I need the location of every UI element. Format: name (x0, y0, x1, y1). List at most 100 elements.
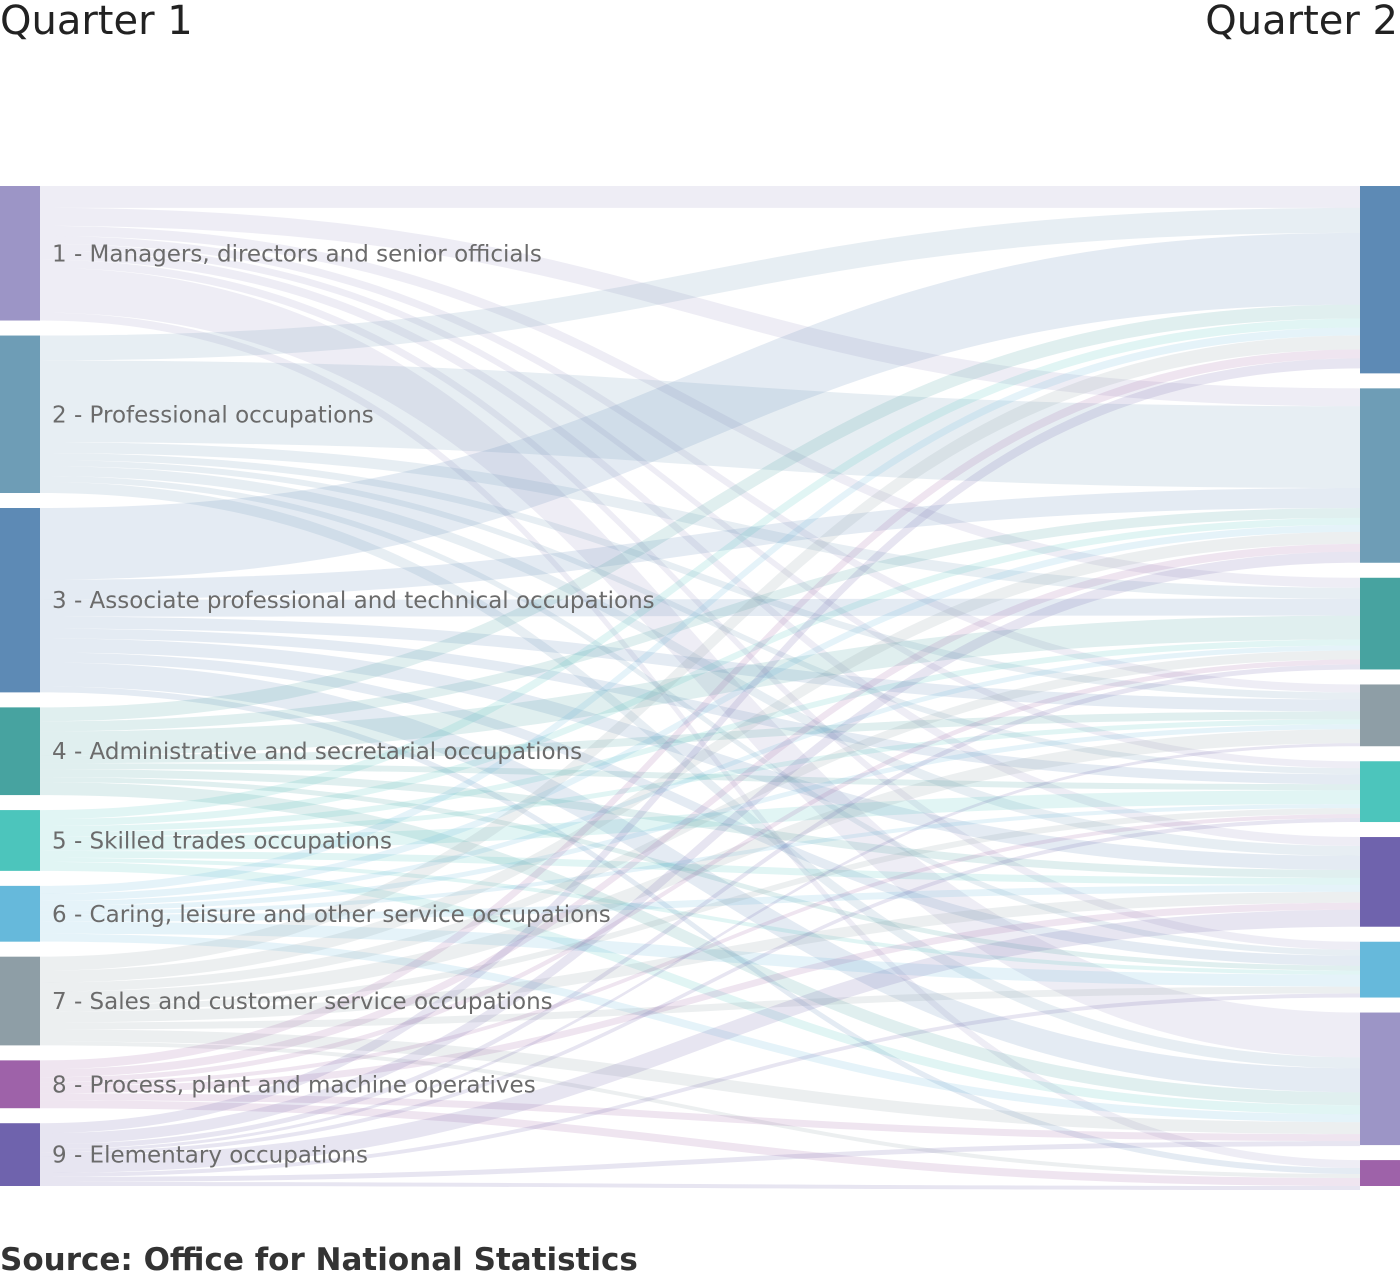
link-9-to-6[interactable] (40, 993, 1360, 1178)
link-5-to-9[interactable] (40, 850, 1360, 885)
links-layer (40, 186, 1360, 1190)
link-6-to-4[interactable] (40, 645, 1360, 906)
link-7-to-7[interactable] (40, 729, 1360, 1006)
link-4-to-4[interactable] (40, 615, 1360, 756)
link-2-to-2[interactable] (40, 360, 1360, 489)
target-node-6[interactable] (1360, 941, 1400, 998)
link-6-to-7[interactable] (40, 724, 1360, 911)
link-1-to-1[interactable] (40, 267, 1360, 1058)
link-2-to-6[interactable] (40, 476, 1360, 956)
link-9-to-4[interactable] (40, 664, 1360, 1150)
link-3-to-1[interactable] (40, 662, 1360, 1093)
link-9-to-2[interactable] (40, 551, 1360, 1145)
link-6-to-5[interactable] (40, 804, 1360, 915)
link-9-to-3[interactable] (40, 358, 1360, 1134)
link-7-to-5[interactable] (40, 808, 1360, 1012)
link-6-to-2[interactable] (40, 524, 1360, 901)
link-9-to-1[interactable] (40, 1141, 1360, 1183)
link-3-to-6[interactable] (40, 652, 1360, 966)
link-1-to-6[interactable] (40, 259, 1360, 950)
link-4-to-7[interactable] (40, 711, 1360, 764)
link-6-to-9[interactable] (40, 884, 1360, 922)
link-1-to-3[interactable] (40, 186, 1360, 208)
target-node-7[interactable] (1360, 684, 1400, 747)
link-2-to-7[interactable] (40, 453, 1360, 700)
source-node-label-2: 2 - Professional occupations (52, 402, 374, 428)
link-1-to-4[interactable] (40, 225, 1360, 588)
link-7-to-2[interactable] (40, 531, 1360, 983)
link-9-to-9[interactable] (40, 909, 1360, 1174)
link-3-to-5[interactable] (40, 628, 1360, 785)
link-4-to-6[interactable] (40, 777, 1360, 971)
link-2-to-3[interactable] (40, 207, 1360, 361)
source-node-4[interactable] (0, 707, 40, 796)
link-3-to-2[interactable] (40, 488, 1360, 600)
link-1-to-5[interactable] (40, 243, 1360, 769)
link-7-to-1[interactable] (40, 1029, 1360, 1135)
link-7-to-6[interactable] (40, 986, 1360, 1030)
link-3-to-9[interactable] (40, 638, 1360, 870)
link-8-to-3[interactable] (40, 349, 1360, 1070)
link-5-to-7[interactable] (40, 719, 1360, 837)
link-2-to-1[interactable] (40, 482, 1360, 1069)
link-3-to-8[interactable] (40, 686, 1360, 1175)
link-7-to-8[interactable] (40, 1041, 1360, 1179)
nodes-layer (0, 186, 1400, 1186)
link-9-to-8[interactable] (40, 1182, 1360, 1190)
link-8-to-4[interactable] (40, 659, 1360, 1083)
target-node-1[interactable] (1360, 1012, 1400, 1146)
link-6-to-3[interactable] (40, 327, 1360, 894)
link-6-to-6[interactable] (40, 921, 1360, 987)
link-3-to-7[interactable] (40, 616, 1360, 712)
link-6-to-1[interactable] (40, 933, 1360, 1123)
link-9-to-7[interactable] (40, 743, 1360, 1153)
source-node-3[interactable] (0, 508, 40, 693)
column-title-right: Quarter 2 (1205, 0, 1398, 44)
link-7-to-4[interactable] (40, 650, 1360, 992)
source-node-label-3: 3 - Associate professional and technical… (52, 588, 655, 614)
source-note: Source: Office for National Statistics (0, 1242, 638, 1278)
link-5-to-6[interactable] (40, 857, 1360, 975)
link-4-to-5[interactable] (40, 763, 1360, 791)
link-8-to-5[interactable] (40, 814, 1360, 1087)
target-node-5[interactable] (1360, 761, 1400, 823)
source-node-9[interactable] (0, 1123, 40, 1186)
target-node-9[interactable] (1360, 837, 1400, 927)
link-4-to-9[interactable] (40, 769, 1360, 878)
link-2-to-9[interactable] (40, 466, 1360, 856)
target-node-4[interactable] (1360, 577, 1400, 670)
link-9-to-5[interactable] (40, 818, 1360, 1157)
link-1-to-7[interactable] (40, 235, 1360, 693)
target-node-8[interactable] (1360, 1160, 1400, 1186)
link-5-to-1[interactable] (40, 861, 1360, 1115)
link-3-to-4[interactable] (40, 598, 1360, 617)
link-8-to-1[interactable] (40, 1093, 1360, 1142)
target-node-2[interactable] (1360, 388, 1400, 563)
source-node-8[interactable] (0, 1060, 40, 1109)
link-1-to-8[interactable] (40, 312, 1360, 1169)
link-8-to-9[interactable] (40, 902, 1360, 1094)
link-4-to-3[interactable] (40, 304, 1360, 722)
source-node-2[interactable] (0, 335, 40, 494)
source-node-5[interactable] (0, 810, 40, 871)
link-5-to-4[interactable] (40, 639, 1360, 833)
link-1-to-9[interactable] (40, 250, 1360, 847)
link-4-to-1[interactable] (40, 782, 1360, 1106)
link-2-to-4[interactable] (40, 442, 1360, 599)
link-7-to-9[interactable] (40, 891, 1360, 1023)
source-node-label-1: 1 - Managers, directors and senior offic… (52, 241, 542, 267)
source-node-7[interactable] (0, 956, 40, 1046)
target-node-3[interactable] (1360, 186, 1400, 374)
link-1-to-2[interactable] (40, 207, 1360, 407)
link-3-to-3[interactable] (40, 232, 1360, 580)
link-5-to-3[interactable] (40, 318, 1360, 820)
source-node-1[interactable] (0, 186, 40, 321)
link-7-to-3[interactable] (40, 335, 1360, 971)
link-4-to-2[interactable] (40, 507, 1360, 732)
link-2-to-5[interactable] (40, 460, 1360, 775)
link-5-to-2[interactable] (40, 517, 1360, 827)
link-8-to-2[interactable] (40, 543, 1360, 1078)
link-8-to-8[interactable] (40, 1100, 1360, 1186)
source-node-6[interactable] (0, 885, 40, 942)
link-5-to-5[interactable] (40, 790, 1360, 851)
